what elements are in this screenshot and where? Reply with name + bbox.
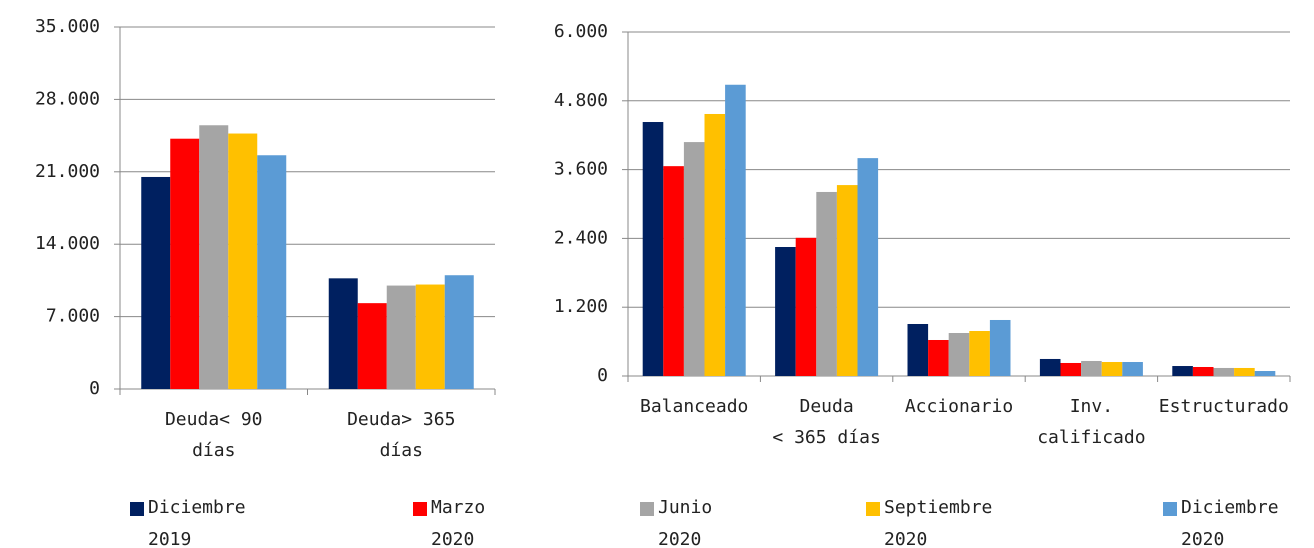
legend-label: Junio 2020: [658, 497, 713, 548]
legend-swatch: [130, 502, 144, 516]
bar: [1172, 366, 1193, 376]
y-tick-label: 6.000: [554, 21, 608, 42]
bar: [1192, 366, 1214, 376]
y-tick-label: 2.400: [554, 227, 608, 248]
bar: [1234, 367, 1255, 376]
x-tick-label: Balanceado: [640, 396, 749, 417]
y-tick-label: 7.000: [46, 306, 100, 327]
bar: [725, 84, 746, 376]
bar: [928, 339, 949, 376]
x-tick-label: Deuda< 90 días: [164, 409, 263, 461]
x-tick-label: Deuda < 365 días: [772, 396, 881, 448]
y-tick-label: 3.600: [554, 159, 608, 180]
bar: [1254, 371, 1276, 376]
legend-swatch: [413, 502, 427, 516]
bar: [1081, 360, 1102, 376]
y-tick-label: 35.000: [35, 16, 100, 37]
bar: [795, 237, 817, 376]
y-tick-label: 28.000: [35, 88, 100, 109]
x-tick-label: Deuda> 365 días: [347, 409, 456, 461]
bar: [257, 155, 287, 389]
bar: [663, 166, 684, 376]
bar: [816, 191, 837, 376]
bar: [1101, 362, 1123, 376]
bar: [415, 284, 445, 389]
bar: [170, 138, 200, 389]
legend-label: Diciembre 2019: [148, 497, 246, 548]
bar: [969, 330, 990, 376]
legend-label: Septiembre 2020: [884, 497, 993, 548]
bar: [199, 125, 229, 389]
bar: [444, 275, 474, 389]
legend-label: Diciembre 2020: [1181, 497, 1279, 548]
bar: [141, 176, 171, 389]
y-tick-label: 4.800: [554, 90, 608, 111]
y-tick-label: 1.200: [554, 296, 608, 317]
y-tick-label: 0: [89, 378, 100, 399]
legend-label: Marzo 2020: [431, 497, 486, 548]
bar: [1122, 362, 1143, 376]
x-tick-label: Estructurado: [1158, 396, 1289, 417]
bar: [857, 158, 879, 376]
x-tick-label: Accionario: [904, 396, 1014, 417]
y-tick-label: 0: [597, 365, 608, 386]
bar: [1039, 358, 1061, 376]
bar: [775, 247, 796, 376]
bar: [228, 133, 258, 389]
bar: [948, 333, 970, 376]
legend-swatch: [866, 502, 880, 516]
bar: [386, 285, 416, 389]
bar: [357, 303, 387, 389]
bar: [1213, 367, 1235, 376]
bar: [642, 122, 664, 376]
y-tick-label: 21.000: [35, 161, 100, 182]
bar: [907, 323, 929, 376]
bar: [989, 319, 1011, 376]
y-tick-label: 14.000: [35, 233, 100, 254]
legend-swatch: [1163, 502, 1177, 516]
bar: [1060, 362, 1082, 376]
bar: [836, 185, 858, 376]
x-tick-label: Inv. calificado: [1037, 396, 1146, 448]
legend-swatch: [640, 502, 654, 516]
bar: [328, 278, 358, 389]
bar: [704, 113, 726, 376]
bar: [683, 142, 705, 376]
